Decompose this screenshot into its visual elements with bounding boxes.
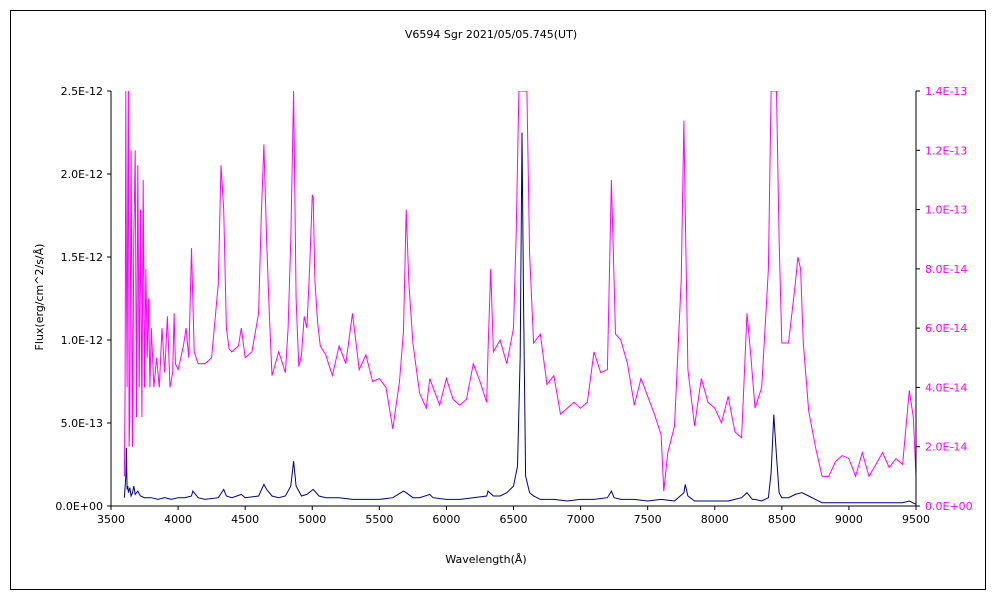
y2-tick-label: 6.0E-14 — [925, 322, 967, 335]
x-tick-label: 6500 — [500, 513, 528, 526]
y2-tick-label: 1.2E-13 — [925, 144, 967, 157]
x-tick-label: 9500 — [902, 513, 930, 526]
x-tick-label: 3500 — [97, 513, 125, 526]
y-tick-label: 0.0E+00 — [55, 500, 103, 513]
plot-layer — [123, 91, 916, 505]
x-tick-label: 8000 — [701, 513, 729, 526]
y2-tick-label: 0.0E+00 — [925, 500, 973, 513]
y-tick-label: 2.5E-12 — [61, 85, 103, 98]
x-tick-label: 8500 — [768, 513, 796, 526]
x-tick-label: 4000 — [164, 513, 192, 526]
y-axis-label: Flux(erg/cm^2/s/Å) — [33, 244, 46, 351]
y2-tick-label: 2.0E-14 — [925, 441, 967, 454]
x-tick-label: 9000 — [835, 513, 863, 526]
x-tick-label: 7000 — [567, 513, 595, 526]
chart-frame: V6594 Sgr 2021/05/05.745(UT) 3500 4000 450… — [10, 10, 986, 590]
y2-tick-label: 8.0E-14 — [925, 263, 967, 276]
y2-tick-label: 1.4E-13 — [925, 85, 967, 98]
axes-layer: 3500 4000 4500 5000 5500 6000 6500 7000 7500 8000… — [55, 85, 972, 526]
x-tick-label: 6000 — [432, 513, 460, 526]
y2-tick-label: 1.0E-13 — [925, 204, 967, 217]
x-tick-label: 7500 — [634, 513, 662, 526]
y-tick-label: 1.5E-12 — [61, 251, 103, 264]
x-tick-label: 5000 — [298, 513, 326, 526]
series-line-navy — [123, 132, 916, 505]
chart-title: V6594 Sgr 2021/05/05.745(UT) — [405, 28, 577, 41]
x-tick-label: 5500 — [365, 513, 393, 526]
y-tick-label: 2.0E-12 — [61, 168, 103, 181]
x-axis-label: Wavelength(Å) — [445, 553, 526, 566]
y2-tick-label: 4.0E-14 — [925, 381, 967, 394]
y-tick-label: 1.0E-12 — [61, 334, 103, 347]
x-tick-label: 4500 — [231, 513, 259, 526]
y-tick-label: 5.0E-13 — [61, 417, 103, 430]
chart-svg: V6594 Sgr 2021/05/05.745(UT) 3500 4000 450… — [33, 28, 973, 566]
series-line-magenta — [123, 91, 916, 492]
